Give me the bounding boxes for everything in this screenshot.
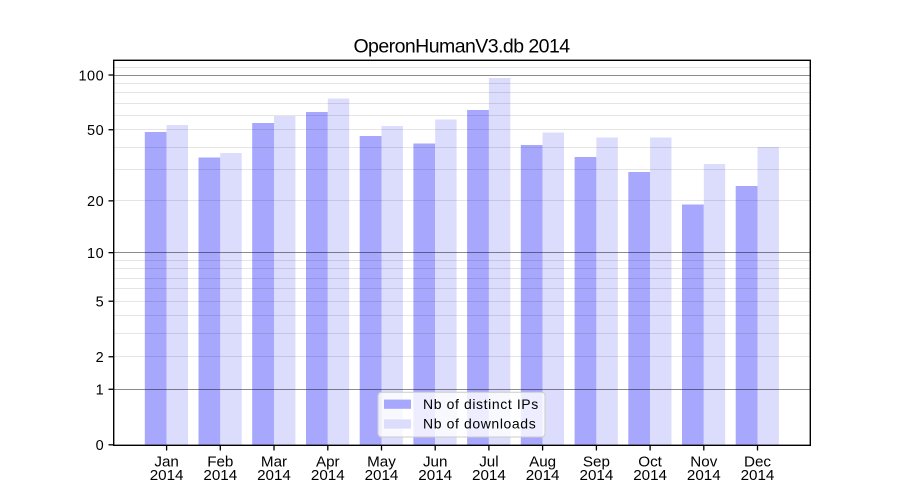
- svg-text:Jun: Jun: [423, 454, 448, 471]
- svg-text:2014: 2014: [580, 467, 614, 484]
- svg-text:Oct: Oct: [638, 454, 662, 471]
- svg-text:2014: 2014: [687, 467, 721, 484]
- svg-text:2014: 2014: [741, 467, 775, 484]
- svg-text:2014: 2014: [257, 467, 291, 484]
- svg-text:2014: 2014: [526, 467, 560, 484]
- svg-text:Jan: Jan: [154, 454, 179, 471]
- svg-text:0: 0: [96, 438, 105, 454]
- svg-text:Apr: Apr: [316, 454, 340, 471]
- svg-text:2014: 2014: [365, 467, 399, 484]
- svg-text:20: 20: [87, 194, 104, 210]
- svg-text:Sep: Sep: [583, 454, 610, 471]
- svg-text:2: 2: [96, 350, 105, 366]
- svg-text:1: 1: [96, 383, 105, 399]
- svg-text:50: 50: [87, 123, 104, 139]
- svg-text:Nov: Nov: [690, 454, 717, 471]
- svg-text:Aug: Aug: [529, 454, 556, 471]
- svg-text:Jul: Jul: [479, 454, 498, 471]
- svg-text:2014: 2014: [472, 467, 506, 484]
- svg-text:100: 100: [78, 68, 104, 84]
- svg-text:OperonHumanV3.db 2014: OperonHumanV3.db 2014: [353, 36, 570, 58]
- svg-text:Nb of distinct IPs: Nb of distinct IPs: [423, 396, 539, 412]
- svg-text:2014: 2014: [150, 467, 184, 484]
- svg-text:May: May: [367, 454, 396, 471]
- svg-text:10: 10: [87, 246, 104, 262]
- svg-text:2014: 2014: [311, 467, 345, 484]
- svg-text:Dec: Dec: [744, 454, 771, 471]
- svg-text:2014: 2014: [203, 467, 237, 484]
- svg-text:Feb: Feb: [207, 454, 233, 471]
- svg-text:2014: 2014: [633, 467, 667, 484]
- svg-text:2014: 2014: [418, 467, 452, 484]
- svg-text:5: 5: [96, 295, 105, 311]
- svg-text:Mar: Mar: [261, 454, 287, 471]
- svg-text:Nb of downloads: Nb of downloads: [423, 416, 536, 432]
